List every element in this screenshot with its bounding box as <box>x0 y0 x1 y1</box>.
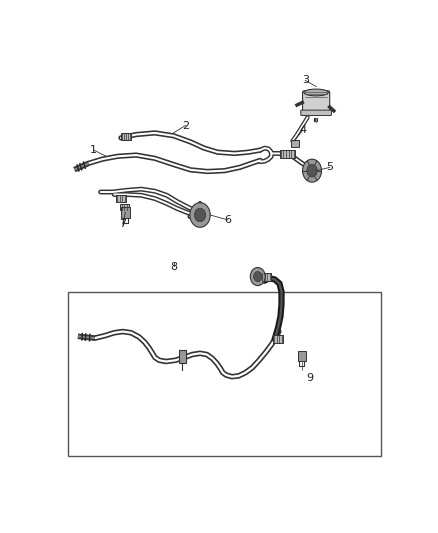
Text: 9: 9 <box>306 373 313 383</box>
Circle shape <box>250 268 265 286</box>
Bar <box>121 207 130 217</box>
Bar <box>120 204 129 209</box>
FancyBboxPatch shape <box>303 91 330 112</box>
Text: 8: 8 <box>170 262 177 272</box>
Bar <box>121 133 131 140</box>
Ellipse shape <box>304 89 328 96</box>
Bar <box>258 273 271 281</box>
Circle shape <box>254 272 262 281</box>
Bar <box>68 292 381 456</box>
Text: 7: 7 <box>119 219 126 229</box>
Text: 4: 4 <box>299 125 306 135</box>
Bar <box>279 150 295 158</box>
Bar <box>291 140 299 147</box>
Bar <box>298 351 306 361</box>
Circle shape <box>190 203 210 227</box>
Bar <box>116 195 126 202</box>
Text: 2: 2 <box>182 120 189 131</box>
Text: 3: 3 <box>302 75 309 85</box>
FancyBboxPatch shape <box>301 110 332 116</box>
Text: 1: 1 <box>90 145 97 155</box>
Bar <box>179 350 186 363</box>
Bar <box>273 335 283 343</box>
Circle shape <box>307 164 317 177</box>
Text: 5: 5 <box>326 163 333 172</box>
Text: 6: 6 <box>224 215 231 225</box>
Circle shape <box>303 159 321 182</box>
Circle shape <box>194 208 205 222</box>
